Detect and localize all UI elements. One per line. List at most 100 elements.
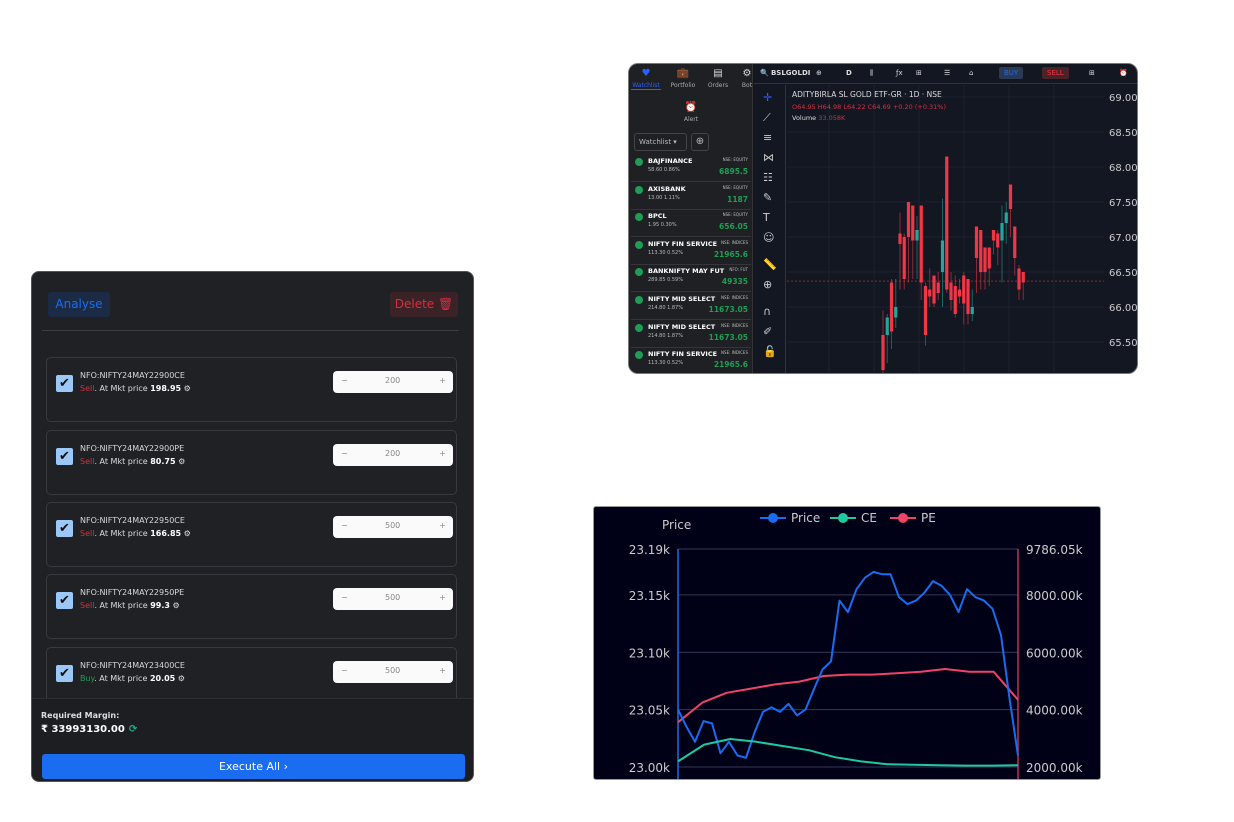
refresh-icon[interactable]: ⟳ [128,724,138,735]
alarm-icon: ⏰ [684,102,698,113]
instrument-icon [635,240,643,249]
watchlist-item[interactable]: NIFTY MID SELECT 214.80 1.87% NSE: INDICES… [631,321,751,348]
order-checkbox[interactable]: ✔ [56,665,73,682]
analyse-button[interactable]: Analyse [48,292,110,317]
emoji-icon[interactable]: ☺ [763,231,775,244]
decrement-button[interactable]: − [341,376,348,385]
order-checkbox[interactable]: ✔ [56,520,73,537]
order-settings-icon[interactable]: ⚙ [183,529,191,538]
parallel-lines-icon[interactable]: ≡ [763,131,773,144]
order-price: 166.85 [150,529,182,538]
order-settings-icon[interactable]: ⚙ [177,674,185,683]
instrument-name: NIFTY FIN SERVICE [648,350,718,359]
add-watchlist-button[interactable]: ⊕ [691,133,709,151]
layout-icon[interactable]: ⊞ [1089,69,1095,77]
watchlist-item[interactable]: AXISBANK 13.00 1.11% NSE: EQUITY 1187 [631,183,751,210]
ruler-icon[interactable]: 📏 [763,258,777,271]
tab-bot[interactable]: ⚙ Bot [732,68,762,89]
increment-button[interactable]: + [439,521,446,530]
instrument-price: 21965.6 [713,249,748,259]
order-symbol: NFO:NIFTY24MAY22900CE [80,371,185,380]
lock-icon[interactable]: 🔓 [763,345,777,358]
sell-button[interactable]: SELL [1042,67,1069,79]
indicators-icon[interactable]: ƒx [896,69,903,77]
instrument-change: 13.00 1.11% [648,194,680,201]
candle-body [932,275,936,304]
alert-label: Alert [683,116,699,123]
settings-sliders-icon[interactable]: ☰ [944,69,951,77]
increment-button[interactable]: + [439,666,446,675]
templates-icon[interactable]: ⊞ [916,69,922,77]
magnet-icon[interactable]: ∩ [763,305,772,318]
fib-icon[interactable]: ☷ [763,171,773,184]
quantity-stepper[interactable]: − 200 + [333,371,453,393]
quantity-stepper[interactable]: − 500 + [333,661,453,683]
watchlist-item[interactable]: BANKNIFTY MAY FUT 289.85 0.59% NFO: FUT 493… [631,265,751,293]
series-price [677,570,1019,759]
candle-body [996,233,1000,248]
increment-button[interactable]: + [439,376,446,385]
add-symbol-icon[interactable]: ⊕ [816,69,822,77]
brush-icon[interactable]: ✎ [763,191,773,204]
order-price: 198.95 [150,384,182,393]
quantity-value[interactable]: 200 [385,449,401,458]
trendline-icon[interactable]: ⟋ [763,111,771,124]
decrement-button[interactable]: − [341,521,348,530]
order-settings-icon[interactable]: ⚙ [183,384,191,393]
order-checkbox[interactable]: ✔ [56,592,73,609]
increment-button[interactable]: + [439,593,446,602]
alert-button[interactable]: ⏰ Alert [676,102,706,123]
order-checkbox[interactable]: ✔ [56,448,73,465]
candle-body [936,282,940,293]
candle-body [983,247,987,272]
increment-button[interactable]: + [439,449,446,458]
order-settings-icon[interactable]: ⚙ [178,457,186,466]
instrument-exchange: NSE: EQUITY [722,157,748,162]
candle-type-icon[interactable]: ⫼ [870,69,874,77]
text-icon[interactable]: T [763,211,770,224]
tab-orders[interactable]: ▤ Orders [703,68,733,89]
basket-footer: Required Margin: ₹ 33993130.00 ⟳ Execute … [32,698,473,781]
buy-button[interactable]: BUY [999,67,1024,79]
quantity-stepper[interactable]: − 500 + [333,516,453,538]
price-ce-pe-chart: 23.19k 9786.05k 23.15k 8000.00k 23.10k 6000.0… [593,506,1101,780]
instrument-name: AXISBANK [648,184,686,193]
alarm-clock-icon[interactable]: ⏰ [1119,69,1128,77]
basket-icon[interactable]: ⌂ [969,69,974,77]
lock-drawings-icon[interactable]: ✐ [763,325,773,338]
interval-button[interactable]: D [846,69,852,77]
candlestick-chart[interactable]: 69.00 68.50 68.00 67.50 67.00 66.50 66.00 65.50 [629,64,1138,374]
delete-button[interactable]: Delete 🗑 [390,292,458,317]
quantity-value[interactable]: 500 [385,521,401,530]
pattern-icon[interactable]: ⋈ [763,151,774,164]
tab-portfolio[interactable]: 💼 Portfolio [668,68,698,89]
watchlist-item[interactable]: NIFTY MID SELECT 214.80 1.87% NSE: INDICES… [631,293,751,320]
watchlist-item[interactable]: BAJFINANCE 58.60 0.86% NSE: EQUITY 6895.5 [631,155,751,182]
quantity-stepper[interactable]: − 200 + [333,444,453,466]
decrement-button[interactable]: − [341,449,348,458]
price-tick: 66.50 [1109,268,1138,279]
tab-watchlist[interactable]: ♥ Watchlist [631,68,661,90]
tab-label: Watchlist [632,82,660,89]
watchlist-item[interactable]: NIFTY FIN SERVICE 113.30 0.52% NSE: INDICE… [631,348,751,373]
crosshair-icon[interactable]: ✛ [763,91,773,104]
candle-body [911,205,915,241]
instrument-exchange: NSE: INDICES [721,322,748,328]
order-checkbox[interactable]: ✔ [56,375,73,392]
order-mode: . At Mkt price [94,674,148,683]
watchlist-item[interactable]: NIFTY FIN SERVICE 113.30 0.52% NSE: INDICE… [631,238,751,265]
decrement-button[interactable]: − [341,666,348,675]
execute-all-button[interactable]: Execute All › [42,754,465,779]
zoom-in-icon[interactable]: ⊕ [763,278,773,291]
quantity-stepper[interactable]: − 500 + [333,588,453,610]
decrement-button[interactable]: − [341,593,348,602]
watchlist-dropdown[interactable]: Watchlist ▾ [634,133,687,151]
watchlist-item[interactable]: BPCL 1.95 0.30% NSE: EQUITY 656.05 [631,210,751,238]
quantity-value[interactable]: 500 [385,666,401,675]
candle-body [940,240,945,272]
order-settings-icon[interactable]: ⚙ [172,601,180,610]
symbol-search[interactable]: 🔍 BSLGOLDI [760,69,811,77]
orders-icon: ▤ [713,68,723,79]
quantity-value[interactable]: 200 [385,376,401,385]
quantity-value[interactable]: 500 [385,593,401,602]
